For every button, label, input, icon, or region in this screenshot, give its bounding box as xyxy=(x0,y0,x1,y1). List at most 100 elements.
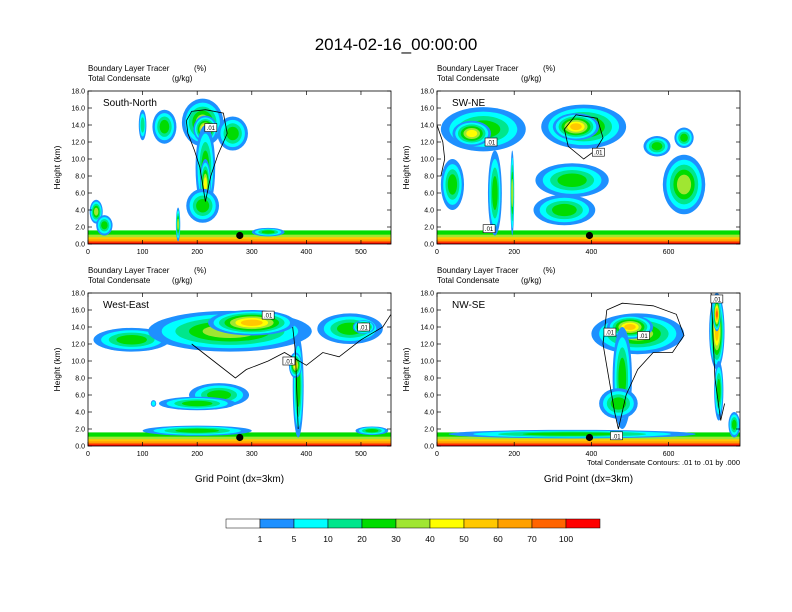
contour-label: .01 xyxy=(264,314,273,320)
tracer-blob xyxy=(240,319,263,326)
y-tick-label: 8.0 xyxy=(424,376,434,383)
boundary-layer-band xyxy=(437,444,740,446)
subtitle-condensate: Total Condensate xyxy=(88,74,151,83)
y-tick-label: 0.0 xyxy=(75,444,85,451)
y-tick-label: 12.0 xyxy=(420,140,434,147)
x-tick-label: 0 xyxy=(86,451,90,458)
colorbar-tick-label: 50 xyxy=(459,534,469,544)
y-tick-label: 8.0 xyxy=(75,376,85,383)
contour-label-box xyxy=(357,322,371,332)
contour-label: .01 xyxy=(606,331,615,337)
y-tick-label: 18.0 xyxy=(420,291,434,298)
tracer-blob xyxy=(570,123,582,131)
tracer-blob xyxy=(101,221,108,230)
colorbar-tick-label: 100 xyxy=(559,534,573,544)
y-tick-label: 6.0 xyxy=(75,191,85,198)
y-tick-label: 2.0 xyxy=(75,427,85,434)
contour-label-box xyxy=(482,224,496,233)
contour-label-box xyxy=(610,431,623,441)
tracer-blob xyxy=(196,198,210,213)
boundary-layer-band xyxy=(88,242,391,244)
panel-label: West-East xyxy=(103,300,149,311)
tracer-blob xyxy=(365,429,379,433)
y-tick-label: 0.0 xyxy=(424,444,434,451)
subtitle-tracer: Boundary Layer Tracer xyxy=(437,266,519,275)
contour-label-box xyxy=(484,137,498,147)
contour-label: .01 xyxy=(713,297,722,303)
y-tick-label: 4.0 xyxy=(75,208,85,215)
y-tick-label: 14.0 xyxy=(420,123,434,130)
contour-label: .01 xyxy=(612,434,621,440)
colorbar-tick-label: 5 xyxy=(292,534,297,544)
subtitle-condensate: Total Condensate xyxy=(88,276,151,285)
tracer-blob xyxy=(226,126,239,141)
colorbar-swatch xyxy=(497,518,533,529)
tracer-blob xyxy=(618,357,627,399)
y-tick-label: 16.0 xyxy=(71,106,85,113)
tracer-blob xyxy=(511,178,514,208)
x-tick-label: 100 xyxy=(137,249,149,256)
boundary-layer-band xyxy=(88,444,391,446)
x-tick-label: 600 xyxy=(663,249,675,256)
colorbar-tick-label: 60 xyxy=(493,534,503,544)
condensate-contour xyxy=(437,124,446,177)
subtitle-condensate: Total Condensate xyxy=(437,74,500,83)
subtitle-tracer-unit: (%) xyxy=(543,64,556,73)
colorbar-tick-label: 10 xyxy=(323,534,333,544)
x-tick-label: 100 xyxy=(137,451,149,458)
plot-background xyxy=(88,91,391,244)
tracer-blob xyxy=(552,203,577,217)
y-tick-label: 16.0 xyxy=(420,106,434,113)
subtitle-condensate-unit: (g/kg) xyxy=(172,74,193,83)
panel-south-north: .01 South-North Boundary Layer Tracer (%) To… xyxy=(52,64,392,256)
y-tick-label: 4.0 xyxy=(75,410,85,417)
x-tick-label: 200 xyxy=(508,451,520,458)
subtitle-tracer-unit: (%) xyxy=(194,64,207,73)
x-tick-label: 500 xyxy=(355,451,367,458)
x-tick-label: 200 xyxy=(508,249,520,256)
tracer-blob xyxy=(159,119,170,134)
y-tick-label: 6.0 xyxy=(424,191,434,198)
contour-label: .01 xyxy=(594,151,603,157)
tracer-blob xyxy=(492,176,498,210)
tracer-blob xyxy=(651,142,663,151)
tracer-blob xyxy=(522,432,622,436)
panel-label: SW-NE xyxy=(452,98,485,109)
tracer-blob xyxy=(177,218,180,231)
condensate-contour xyxy=(564,114,604,160)
tracer-blob xyxy=(116,334,147,345)
tracer-blob xyxy=(203,177,207,192)
colorbar-swatch xyxy=(395,518,431,529)
condensate-contour xyxy=(292,326,299,430)
tracer-blob xyxy=(676,174,692,195)
tracer-blob xyxy=(151,401,156,406)
subtitle-tracer: Boundary Layer Tracer xyxy=(88,266,170,275)
subtitle-tracer: Boundary Layer Tracer xyxy=(437,64,519,73)
y-tick-label: 2.0 xyxy=(424,225,434,232)
tracer-blob xyxy=(624,324,636,330)
y-axis-label: Height (km) xyxy=(52,145,62,189)
station-marker xyxy=(236,231,244,240)
y-tick-label: 10.0 xyxy=(420,359,434,366)
colorbar-tick-label: 40 xyxy=(425,534,435,544)
y-tick-label: 12.0 xyxy=(71,342,85,349)
figure-title: 2014-02-16_00:00:00 xyxy=(315,35,478,54)
y-tick-label: 6.0 xyxy=(424,393,434,400)
y-tick-label: 14.0 xyxy=(420,325,434,332)
tracer-blob xyxy=(715,310,718,318)
x-tick-label: 400 xyxy=(586,451,598,458)
y-tick-label: 2.0 xyxy=(424,427,434,434)
y-tick-label: 14.0 xyxy=(71,325,85,332)
x-tick-label: 300 xyxy=(246,451,258,458)
tracer-blob xyxy=(261,230,275,234)
y-tick-label: 6.0 xyxy=(75,393,85,400)
y-tick-label: 18.0 xyxy=(71,89,85,96)
y-tick-label: 2.0 xyxy=(75,225,85,232)
tracer-blob xyxy=(557,173,587,188)
tracer-blob xyxy=(680,133,688,142)
subtitle-condensate-unit: (g/kg) xyxy=(172,276,193,285)
tracer-blob xyxy=(466,129,478,138)
subtitle-condensate-unit: (g/kg) xyxy=(521,276,542,285)
station-marker xyxy=(236,433,244,442)
